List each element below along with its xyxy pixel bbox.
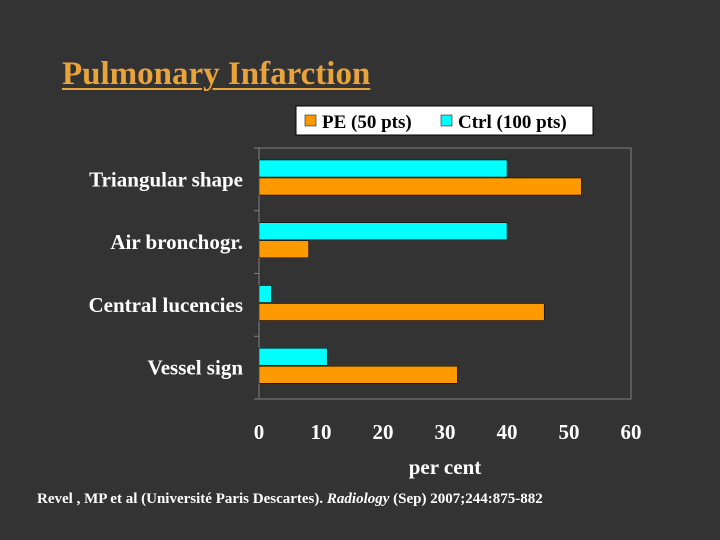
category-label: Vessel sign — [148, 356, 244, 380]
category-label: Triangular shape — [89, 167, 243, 191]
legend-label: Ctrl (100 pts) — [458, 112, 567, 133]
citation-footer: Revel , MP et al (Université Paris Desca… — [37, 491, 543, 508]
category-labels: Triangular shape Air bronchogr. Central lu… — [88, 167, 243, 379]
bar-ctrl — [258, 348, 328, 366]
bar-ctrl — [258, 159, 508, 178]
x-tick-labels: 0 10 20 30 40 50 60 — [254, 420, 642, 444]
x-tick-label: 40 — [497, 420, 518, 444]
chart-legend: PE (50 pts) Ctrl (100 pts) — [295, 105, 594, 136]
citation-prefix: Revel , MP et al (Université Paris Desca… — [37, 491, 327, 507]
bar-pe — [258, 177, 582, 196]
bar-ctrl — [258, 222, 508, 240]
category-label: Air bronchogr. — [110, 230, 243, 254]
legend-label: PE (50 pts) — [322, 112, 412, 133]
legend-swatch — [440, 114, 453, 127]
bars-group — [258, 159, 582, 384]
bar-pe — [258, 366, 458, 384]
legend-swatch — [304, 114, 317, 127]
bar-pe — [258, 240, 309, 258]
bar-ctrl — [258, 285, 272, 303]
citation-suffix: (Sep) 2007;244:875-882 — [389, 491, 543, 507]
x-tick-label: 50 — [559, 420, 580, 444]
x-tick-label: 0 — [254, 420, 265, 444]
bar-pe — [258, 303, 545, 321]
slide-title: Pulmonary Infarction — [62, 56, 371, 92]
x-tick-label: 10 — [311, 420, 332, 444]
category-label: Central lucencies — [88, 293, 243, 317]
citation-journal: Radiology — [326, 491, 390, 507]
x-tick-label: 30 — [435, 420, 456, 444]
x-tick-label: 20 — [373, 420, 394, 444]
x-axis-label: per cent — [409, 455, 482, 479]
x-tick-label: 60 — [621, 420, 642, 444]
